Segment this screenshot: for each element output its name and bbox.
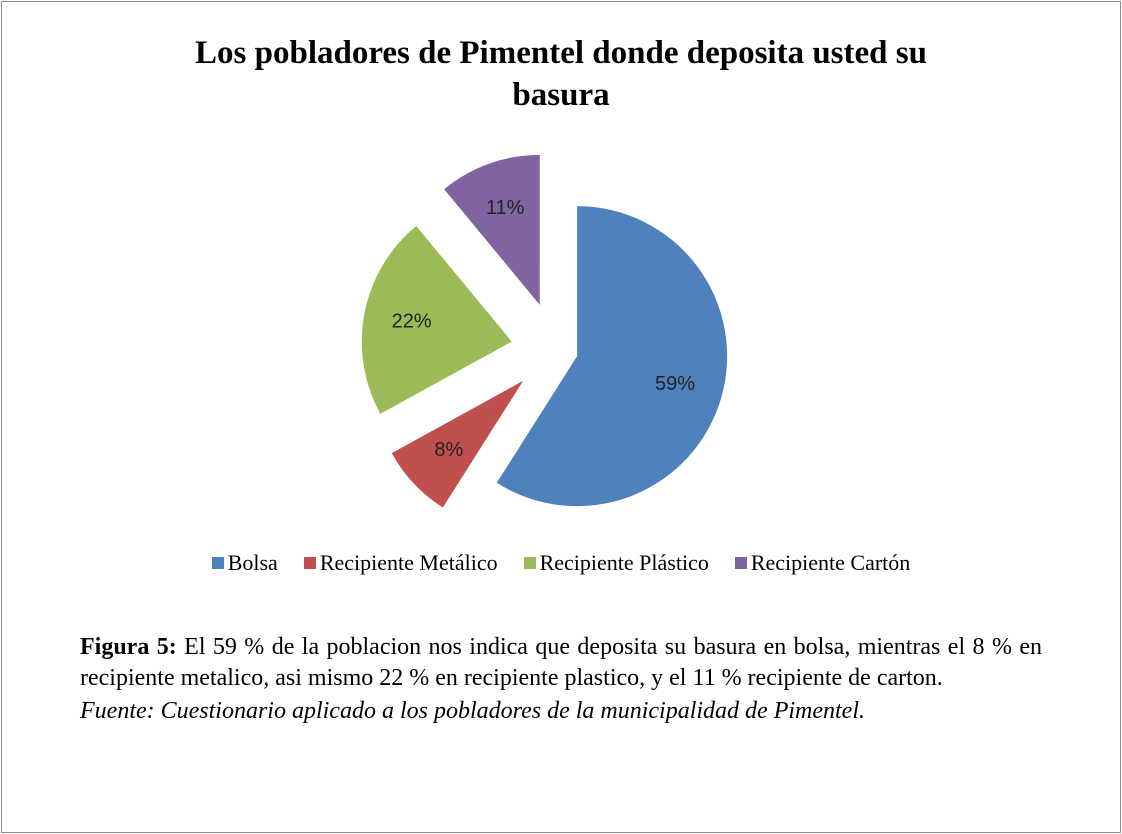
caption-body: Figura 5: El 59 % de la poblacion nos in… bbox=[80, 632, 1042, 694]
legend-swatch bbox=[303, 557, 316, 569]
caption: Figura 5: El 59 % de la poblacion nos in… bbox=[80, 632, 1042, 727]
legend-label: Recipiente Metálico bbox=[319, 550, 498, 575]
pie-slice bbox=[444, 154, 540, 305]
data-label: 22% bbox=[392, 311, 432, 333]
legend-item: Recipiente Cartón bbox=[734, 550, 911, 576]
caption-label: Figura 5: bbox=[80, 634, 177, 660]
legend-item: Recipiente Plástico bbox=[523, 550, 709, 576]
legend-item: Recipiente Metálico bbox=[303, 550, 498, 576]
legend-label: Bolsa bbox=[227, 550, 278, 575]
legend-swatch bbox=[523, 557, 536, 569]
data-label: 8% bbox=[434, 439, 463, 461]
pie-slice bbox=[391, 380, 524, 508]
legend-swatch bbox=[211, 557, 224, 569]
chart: 59% 8% 22% 11% bbox=[361, 154, 728, 508]
legend-label: Recipiente Plástico bbox=[539, 550, 709, 575]
legend-item: Bolsa bbox=[211, 550, 278, 576]
pie-slice bbox=[361, 225, 512, 414]
data-label: 59% bbox=[655, 373, 695, 395]
caption-text: El 59 % de la poblacion nos indica que d… bbox=[80, 634, 1042, 691]
caption-source: Fuente: Cuestionario aplicado a los pobl… bbox=[80, 698, 866, 724]
legend: Bolsa Recipiente Metálico Recipiente Plást… bbox=[0, 550, 1122, 576]
legend-label: Recipiente Cartón bbox=[750, 550, 911, 575]
pie-slice bbox=[496, 206, 728, 507]
data-label: 11% bbox=[486, 197, 525, 219]
legend-swatch bbox=[734, 557, 747, 569]
chart-title: Los pobladores de Pimentel donde deposit… bbox=[195, 35, 927, 113]
